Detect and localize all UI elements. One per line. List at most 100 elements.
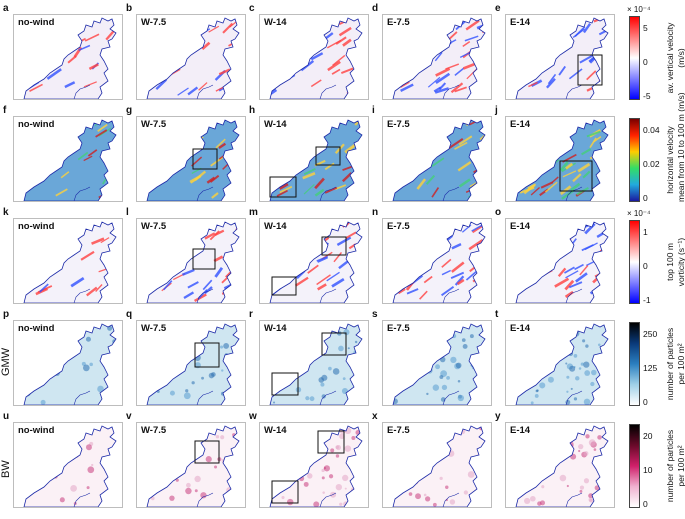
field-texture: [114, 184, 116, 195]
field-texture: [543, 259, 553, 269]
field-texture: [317, 256, 328, 263]
field-texture: [480, 497, 485, 504]
field-texture: [290, 446, 296, 452]
field-texture: [413, 454, 417, 458]
field-texture: [167, 349, 172, 354]
field-texture: [579, 265, 589, 276]
field-texture: [321, 468, 325, 473]
field-texture: [462, 222, 477, 225]
field-texture: [356, 18, 362, 21]
scenario-label: W-7.5: [140, 323, 168, 334]
basin-line: [565, 492, 583, 507]
field-texture: [307, 473, 313, 479]
lake-fill: [270, 18, 362, 99]
field-texture: [430, 242, 444, 255]
field-texture: [204, 232, 216, 240]
field-texture: [439, 476, 443, 480]
field-texture: [413, 229, 427, 240]
field-texture: [31, 472, 35, 476]
lake-fill: [393, 18, 485, 99]
field-texture: [523, 27, 537, 36]
field-texture: [189, 120, 204, 129]
field-texture: [276, 59, 288, 66]
highlight-box: [192, 148, 218, 170]
field-texture: [149, 380, 156, 387]
field-texture: [335, 445, 339, 450]
field-texture: [534, 394, 539, 398]
lake-fill: [270, 324, 362, 405]
field-texture: [201, 41, 211, 50]
highlight-box: [194, 342, 220, 368]
field-texture: [446, 375, 450, 380]
field-texture: [528, 481, 534, 486]
field-texture: [177, 87, 189, 96]
field-texture: [521, 474, 525, 479]
field-texture: [399, 261, 408, 271]
field-texture: [433, 26, 445, 38]
map-panel-n: E-7.5: [382, 218, 492, 304]
field-texture: [335, 454, 340, 458]
field-texture: [520, 456, 525, 461]
field-texture: [575, 429, 579, 433]
field-texture: [586, 70, 597, 81]
map-panel-a: no-wind: [13, 14, 123, 100]
field-texture: [565, 162, 574, 170]
highlight-box: [577, 54, 603, 86]
field-texture: [536, 54, 548, 66]
field-texture: [274, 441, 278, 445]
field-texture: [455, 362, 462, 369]
field-texture: [335, 36, 347, 45]
field-texture: [533, 226, 543, 237]
field-texture: [529, 359, 533, 364]
field-texture: [419, 361, 426, 368]
basin-line: [319, 186, 337, 201]
field-texture: [536, 449, 539, 452]
field-texture: [275, 448, 278, 452]
field-texture: [49, 234, 65, 246]
field-texture: [574, 263, 584, 271]
lake-outline: [269, 221, 363, 303]
field-texture: [24, 461, 25, 465]
colorbar-0: [629, 16, 640, 100]
basin-line: [442, 84, 460, 99]
field-texture: [564, 243, 573, 252]
field-texture: [527, 169, 541, 178]
lake-outline: [392, 323, 486, 405]
field-texture: [172, 343, 178, 349]
field-texture: [208, 25, 220, 33]
field-texture: [270, 88, 278, 97]
highlight-box: [271, 276, 297, 296]
field-texture: [95, 129, 108, 138]
map-panel-q: W-7.5: [136, 320, 246, 406]
lake-outline: [269, 323, 363, 405]
lake-map: [392, 17, 486, 99]
field-texture: [580, 362, 584, 366]
basin-line: [319, 492, 337, 507]
field-texture: [39, 258, 51, 269]
panel-letter-e: e: [495, 3, 501, 14]
lake-map: [269, 221, 363, 303]
field-texture: [450, 356, 457, 364]
colorbar-exponent: × 10⁻⁴: [627, 5, 651, 14]
field-texture: [286, 498, 294, 506]
colorbar-tick: 0.02: [643, 159, 660, 169]
field-texture: [347, 347, 350, 350]
field-texture: [270, 465, 275, 470]
field-texture: [448, 120, 461, 126]
field-texture: [469, 334, 474, 339]
field-texture: [530, 231, 541, 239]
basin-line: [442, 390, 460, 405]
field-texture: [523, 32, 536, 44]
field-texture: [355, 178, 362, 186]
map-panel-e: E-14: [505, 14, 615, 100]
field-texture: [183, 229, 193, 241]
field-texture: [310, 79, 322, 88]
field-texture: [546, 78, 556, 89]
lake-outline: [23, 17, 117, 99]
field-texture: [465, 19, 480, 31]
basin-line: [73, 492, 91, 507]
lake-outline: [146, 119, 240, 201]
field-texture: [441, 440, 444, 443]
field-texture: [399, 478, 406, 484]
field-texture: [438, 433, 445, 441]
